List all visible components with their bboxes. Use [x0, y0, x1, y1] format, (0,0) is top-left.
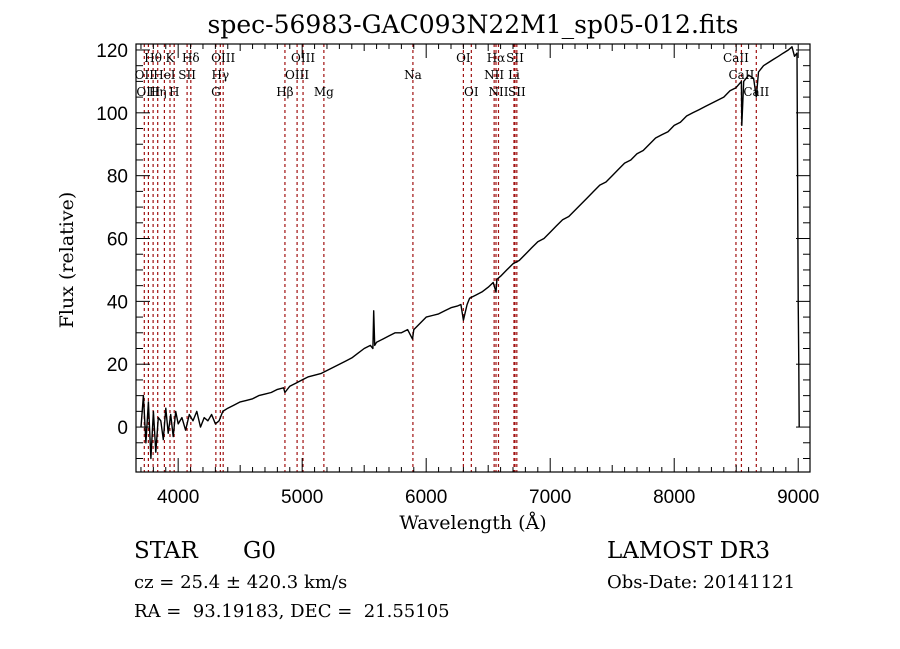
y-tick-label: 80: [107, 167, 128, 188]
obs-date: Obs-Date: 20141121: [607, 572, 796, 593]
redshift-info: cz = 25.4 ± 420.3 km/s: [134, 572, 348, 593]
y-tick-label: 60: [107, 230, 128, 251]
x-tick-label: 5000: [281, 487, 323, 508]
x-tick-label: 4000: [157, 487, 199, 508]
y-tick-label: 0: [117, 418, 128, 439]
x-tick-label: 6000: [405, 487, 447, 508]
line-marker-label: SII: [508, 85, 526, 99]
x-axis-ticks: 4000 5000 6000 7000 8000 9000: [140, 44, 819, 508]
y-axis-label: Flux (relative): [56, 192, 78, 329]
line-marker-label: Hα: [487, 51, 506, 65]
line-marker-label: Hθ: [144, 51, 162, 65]
object-class: STAR: [134, 538, 198, 564]
flux-line: [140, 46, 800, 460]
line-marker-label: Hβ: [276, 85, 293, 99]
line-marker-label: SII: [506, 51, 524, 65]
coordinates-info: RA = 93.19183, DEC = 21.55105: [134, 601, 450, 622]
line-marker-label: OIII: [291, 51, 315, 65]
x-axis-label: Wavelength (Å): [399, 512, 546, 534]
line-marker-label: NII: [488, 85, 508, 99]
line-marker-label: HeI: [153, 68, 176, 82]
y-axis-ticks: 0 20 40 60 80 100 120: [96, 41, 810, 459]
flux-series: [140, 46, 800, 460]
line-marker-label: OII: [135, 68, 155, 82]
line-marker-label: Hδ: [182, 51, 200, 65]
line-marker-label: K: [165, 51, 175, 65]
line-marker-label: G: [211, 85, 221, 99]
line-marker-label: OI: [456, 51, 471, 65]
line-marker-label: OIII: [136, 85, 160, 99]
y-tick-label: 20: [107, 355, 128, 376]
line-marker-label: OIII: [285, 68, 309, 82]
line-marker-label: OIII: [211, 51, 235, 65]
plot-frame: [135, 43, 811, 473]
line-marker-label: Na: [404, 68, 422, 82]
x-tick-label: 8000: [653, 487, 695, 508]
line-marker-label: Hγ: [212, 68, 230, 82]
survey-label: LAMOST DR3: [607, 538, 771, 564]
object-subclass: G0: [243, 538, 277, 564]
line-marker-label: SII: [178, 68, 196, 82]
chart-title: spec-56983-GAC093N22M1_sp05-012.fits: [208, 10, 739, 39]
x-tick-label: 9000: [777, 487, 819, 508]
line-marker-label: NII: [484, 68, 504, 82]
line-marker-label: Mg: [314, 85, 334, 99]
y-tick-label: 40: [107, 292, 128, 313]
line-marker-label: CaII: [723, 51, 749, 65]
line-marker-label: Hη: [149, 85, 167, 99]
line-marker-label: Li: [508, 68, 520, 82]
line-marker-label: OI: [464, 85, 479, 99]
y-tick-label: 100: [96, 104, 128, 125]
y-tick-label: 120: [96, 41, 128, 62]
line-marker-label: H: [169, 85, 179, 99]
x-tick-label: 7000: [529, 487, 571, 508]
line-marker-label: CaII: [729, 68, 755, 82]
